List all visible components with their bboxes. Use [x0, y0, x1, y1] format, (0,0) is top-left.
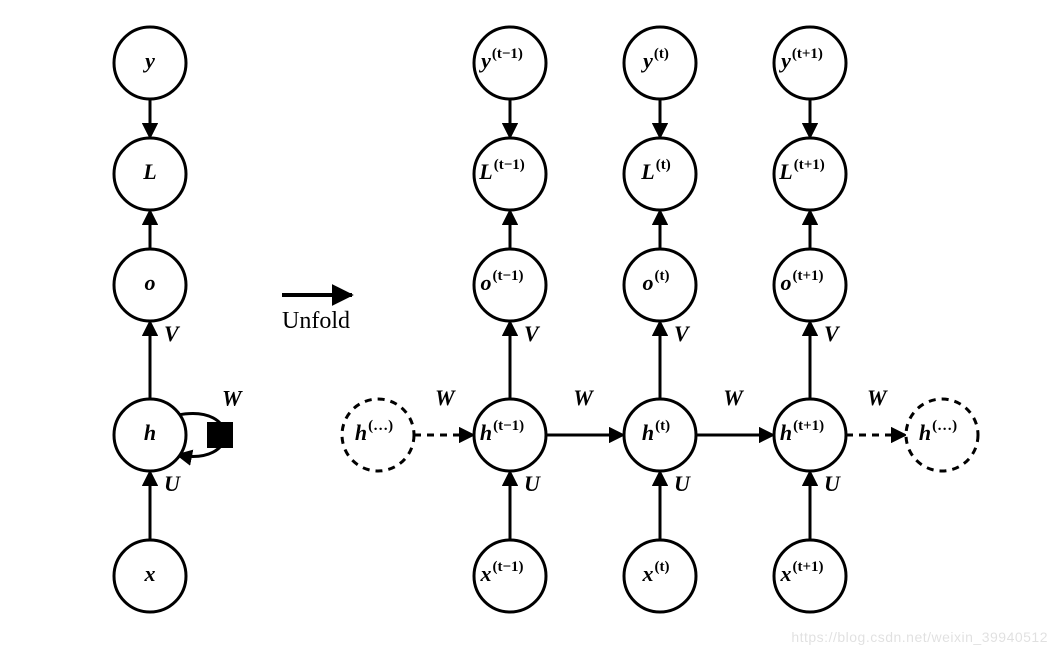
node-f_h: h [114, 399, 186, 471]
node-u_y_tp1: y(t+1) [774, 27, 846, 99]
edge-label: W [723, 385, 744, 410]
node-u_L_tp1: L(t+1) [774, 138, 846, 210]
watermark-text: https://blog.csdn.net/weixin_39940512 [791, 629, 1048, 645]
delay-square [207, 422, 233, 448]
edge-label: V [524, 321, 541, 346]
unfold-label: Unfold [282, 308, 350, 334]
rnn-unfold-diagram: V U V U V U V U W W W W W Unfold y Lo h x y(t−1) L(t−1) o(t−… [0, 0, 1060, 653]
edge-label: W [435, 385, 456, 410]
edge-label: V [674, 321, 691, 346]
node-f_y: y [114, 27, 186, 99]
node-u_o_tm1: o(t−1) [474, 249, 546, 321]
edge-label: U [524, 471, 541, 496]
node-u_h_ldots: h(…) [342, 399, 414, 471]
node-u_x_tp1: x(t+1) [774, 540, 846, 612]
edge-label: U [164, 471, 181, 496]
node-u_h_rdots: h(…) [906, 399, 978, 471]
node-f_L: L [114, 138, 186, 210]
node-label: o [145, 270, 156, 295]
node-label: x [144, 561, 156, 586]
edge-label: V [164, 321, 181, 346]
node-u_h_tm1: h(t−1) [474, 399, 546, 471]
node-label: L [142, 159, 156, 184]
node-u_h_t: h(t) [624, 399, 696, 471]
node-u_o_tp1: o(t+1) [774, 249, 846, 321]
node-label: h [144, 420, 156, 445]
self-loop-label: W [222, 385, 243, 410]
node-u_y_t: y(t) [624, 27, 696, 99]
edge-label: W [867, 385, 888, 410]
node-u_L_tm1: L(t−1) [474, 138, 546, 210]
node-u_x_t: x(t) [624, 540, 696, 612]
node-f_o: o [114, 249, 186, 321]
node-u_L_t: L(t) [624, 138, 696, 210]
edge-label: V [824, 321, 841, 346]
node-f_x: x [114, 540, 186, 612]
edge-label: U [824, 471, 841, 496]
node-u_x_tm1: x(t−1) [474, 540, 546, 612]
edge-label: U [674, 471, 691, 496]
node-u_o_t: o(t) [624, 249, 696, 321]
node-u_y_tm1: y(t−1) [474, 27, 546, 99]
node-u_h_tp1: h(t+1) [774, 399, 846, 471]
edge-label: W [573, 385, 594, 410]
